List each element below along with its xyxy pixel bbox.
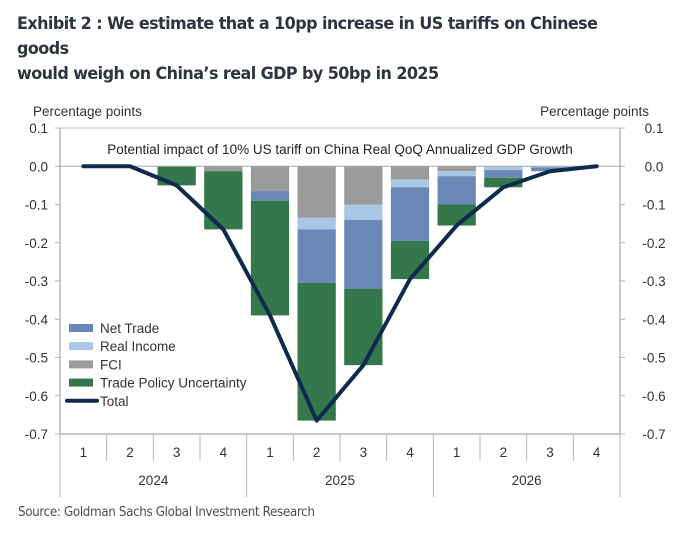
legend-label-total: Total (100, 394, 129, 409)
bar-net-trade-5 (250, 191, 290, 201)
right-y-axis: 0.1 0.0 -0.1 -0.2 -0.3 -0.4 -0.5 -0.6 -0.7 (620, 121, 666, 442)
right-tick-label: -0.7 (642, 427, 665, 442)
exhibit-title-line-2: would weigh on China’s real GDP by 50bp … (17, 64, 439, 84)
legend-label-fci: FCI (100, 357, 122, 372)
x-axis: 1 2 3 4 1 2 3 4 1 2 3 4 2024 2025 2026 (59, 434, 621, 497)
right-tick-label: -0.4 (642, 312, 666, 327)
left-axis-unit-label: Percentage points (33, 104, 142, 119)
left-tick-label: 0.0 (29, 159, 48, 174)
bar-fci-6 (297, 166, 336, 218)
legend-label-trade-policy-uncertainty: Trade Policy Uncertainty (100, 376, 247, 391)
year-label: 2024 (138, 473, 169, 488)
legend-label-real-income: Real Income (100, 339, 176, 354)
right-tick-label: -0.5 (642, 351, 665, 366)
exhibit-title: Exhibit 2 : We estimate that a 10pp incr… (17, 12, 628, 87)
left-tick-label: -0.3 (25, 274, 48, 289)
right-tick-label: 0.1 (645, 121, 664, 136)
year-label: 2026 (512, 473, 542, 488)
bar-fci-5 (250, 166, 290, 192)
bar-net-trade-10 (484, 170, 523, 178)
bar-trade-policy-uncertainty-3 (157, 166, 196, 186)
left-tick-label: -0.4 (25, 312, 49, 327)
left-tick-label: -0.6 (25, 389, 48, 404)
bar-fci-4 (204, 166, 243, 172)
bar-net-trade-7 (344, 219, 383, 289)
left-tick-label: -0.1 (25, 198, 48, 213)
legend-label-net-trade: Net Trade (100, 321, 159, 336)
bar-real-income-7 (344, 204, 383, 220)
bar-real-income-10 (484, 166, 523, 171)
bar-net-trade-9 (437, 176, 476, 205)
bar-trade-policy-uncertainty-8 (390, 240, 430, 280)
bar-fci-7 (344, 166, 383, 205)
bar-trade-policy-uncertainty-4 (204, 171, 243, 230)
bar-layer (157, 166, 570, 421)
quarter-label: 1 (453, 445, 461, 460)
bar-trade-policy-uncertainty-5 (250, 200, 290, 316)
legend-swatch-net-trade (69, 324, 93, 332)
bar-trade-policy-uncertainty-7 (344, 288, 383, 366)
quarter-label: 2 (126, 445, 134, 460)
quarter-label: 2 (313, 445, 321, 460)
bar-real-income-9 (437, 171, 476, 177)
left-y-axis: 0.1 0.0 -0.1 -0.2 -0.3 -0.4 -0.5 -0.6 -0.7 (25, 121, 60, 442)
quarter-label: 4 (220, 445, 228, 460)
left-tick-label: -0.2 (25, 236, 48, 251)
legend-swatch-real-income (69, 342, 93, 351)
legend-swatch-trade-policy-uncertainty (69, 378, 93, 387)
bar-trade-policy-uncertainty-6 (297, 282, 336, 421)
quarter-label: 1 (80, 445, 88, 460)
bar-real-income-6 (297, 217, 336, 230)
chart-title: Potential impact of 10% US tariff on Chi… (107, 142, 573, 157)
bar-real-income-8 (390, 179, 430, 188)
left-tick-label: 0.1 (29, 121, 48, 136)
total-line (81, 164, 599, 423)
year-label: 2025 (325, 473, 355, 488)
total-line-layer (81, 164, 599, 423)
quarter-label: 2 (500, 445, 508, 460)
bar-real-income-11 (530, 166, 570, 168)
quarter-label: 4 (406, 445, 414, 460)
right-tick-label: -0.3 (642, 274, 665, 289)
quarter-label: 1 (266, 445, 274, 460)
source-note: Source: Goldman Sachs Global Investment … (18, 505, 315, 520)
bar-net-trade-8 (390, 187, 430, 241)
right-tick-label: -0.2 (642, 236, 665, 251)
right-tick-label: -0.6 (642, 389, 665, 404)
quarter-label: 4 (593, 445, 601, 460)
quarter-label: 3 (360, 445, 368, 460)
bar-fci-9 (437, 166, 476, 172)
right-tick-label: -0.1 (642, 198, 665, 213)
legend: Net Trade Real Income FCI Trade Policy Unce… (65, 321, 247, 409)
left-tick-label: -0.5 (25, 351, 48, 366)
bar-fci-8 (390, 166, 430, 180)
legend-swatch-fci (69, 360, 93, 369)
quarter-label: 3 (546, 445, 554, 460)
bar-trade-policy-uncertainty-10 (484, 177, 523, 188)
right-tick-label: 0.0 (645, 159, 664, 174)
quarter-label: 3 (173, 445, 181, 460)
left-tick-label: -0.7 (25, 427, 48, 442)
bar-net-trade-6 (297, 229, 336, 283)
right-axis-unit-label: Percentage points (540, 104, 649, 119)
exhibit-title-line-1: Exhibit 2 : We estimate that a 10pp incr… (17, 14, 598, 59)
